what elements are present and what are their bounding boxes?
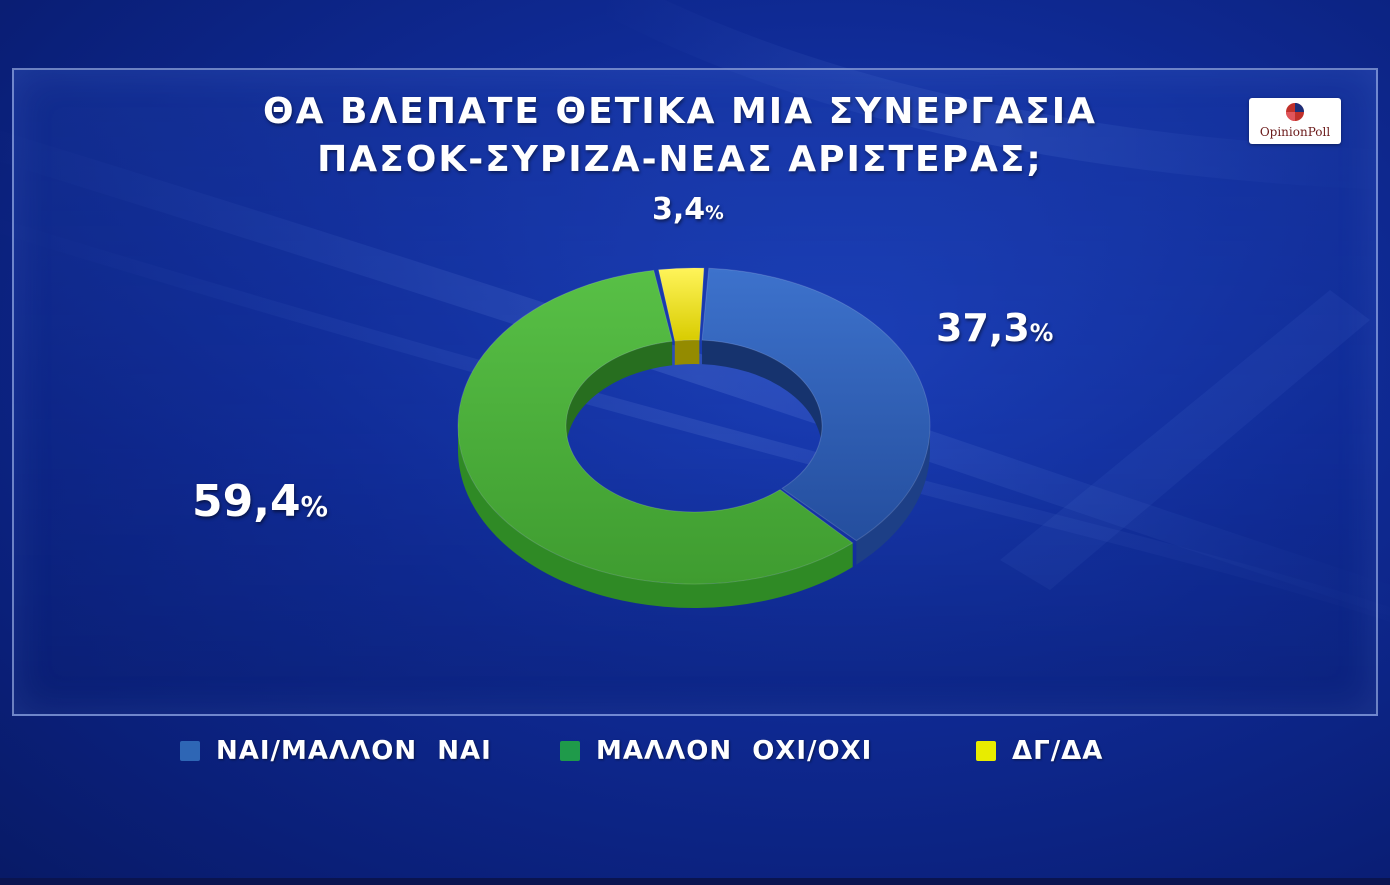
data-label-dgda-value: 3,4: [652, 192, 706, 227]
data-label-dgda: 3,4%: [652, 192, 724, 227]
chart-panel: [12, 68, 1378, 716]
donut-slice-dgda: [657, 267, 705, 342]
legend-item-nai: ΝΑΙ/ΜΑΛΛΟΝ ΝΑΙ: [180, 736, 492, 766]
donut-side-nai: [856, 426, 930, 565]
bottom-bar: [0, 878, 1390, 885]
legend-label-dgda: ΔΓ/ΔΑ: [1012, 736, 1104, 766]
legend-swatch-oxi: [560, 741, 580, 761]
data-label-oxi: 59,4%: [192, 476, 328, 527]
title-line-2: ΠΑΣΟΚ-ΣΥΡΙΖΑ-ΝΕΑΣ ΑΡΙΣΤΕΡΑΣ;: [317, 139, 1043, 180]
percent-sign: %: [705, 203, 724, 224]
opinionpoll-logo: OpinionPoll: [1249, 98, 1341, 144]
data-label-nai: 37,3%: [936, 306, 1053, 350]
donut-slice-nai: [701, 267, 931, 542]
donut-inner-wall-oxi: [566, 341, 673, 450]
legend-label-nai: ΝΑΙ/ΜΑΛΛΟΝ ΝΑΙ: [216, 736, 492, 766]
percent-sign: %: [300, 492, 328, 523]
legend-swatch-nai: [180, 741, 200, 761]
donut-side-oxi: [458, 426, 853, 608]
data-label-nai-value: 37,3: [936, 306, 1030, 350]
legend-item-dgda: ΔΓ/ΔΑ: [976, 736, 1103, 766]
donut-inner-wall-dgda: [674, 340, 700, 365]
donut-slice-oxi: [457, 269, 854, 585]
donut-inner-wall-nai: [702, 340, 822, 450]
chart-legend: ΝΑΙ/ΜΑΛΛΟΝ ΝΑΙ ΜΑΛΛΟΝ ΟΧΙ/ΟΧΙ ΔΓ/ΔΑ: [0, 736, 1390, 776]
legend-label-oxi: ΜΑΛΛΟΝ ΟΧΙ/ΟΧΙ: [596, 736, 873, 766]
title-line-1: ΘΑ ΒΛΕΠΑΤΕ ΘΕΤΙΚΑ ΜΙΑ ΣΥΝΕΡΓΑΣΙΑ: [262, 91, 1098, 132]
logo-text: OpinionPoll: [1259, 125, 1331, 139]
legend-item-oxi: ΜΑΛΛΟΝ ΟΧΙ/ΟΧΙ: [560, 736, 872, 766]
legend-swatch-dgda: [976, 741, 996, 761]
percent-sign: %: [1029, 319, 1054, 347]
logo-mark-icon: [1286, 103, 1304, 121]
chart-title: ΘΑ ΒΛΕΠΑΤΕ ΘΕΤΙΚΑ ΜΙΑ ΣΥΝΕΡΓΑΣΙΑ ΠΑΣΟΚ-Σ…: [200, 88, 1160, 184]
data-label-oxi-value: 59,4: [192, 476, 301, 527]
